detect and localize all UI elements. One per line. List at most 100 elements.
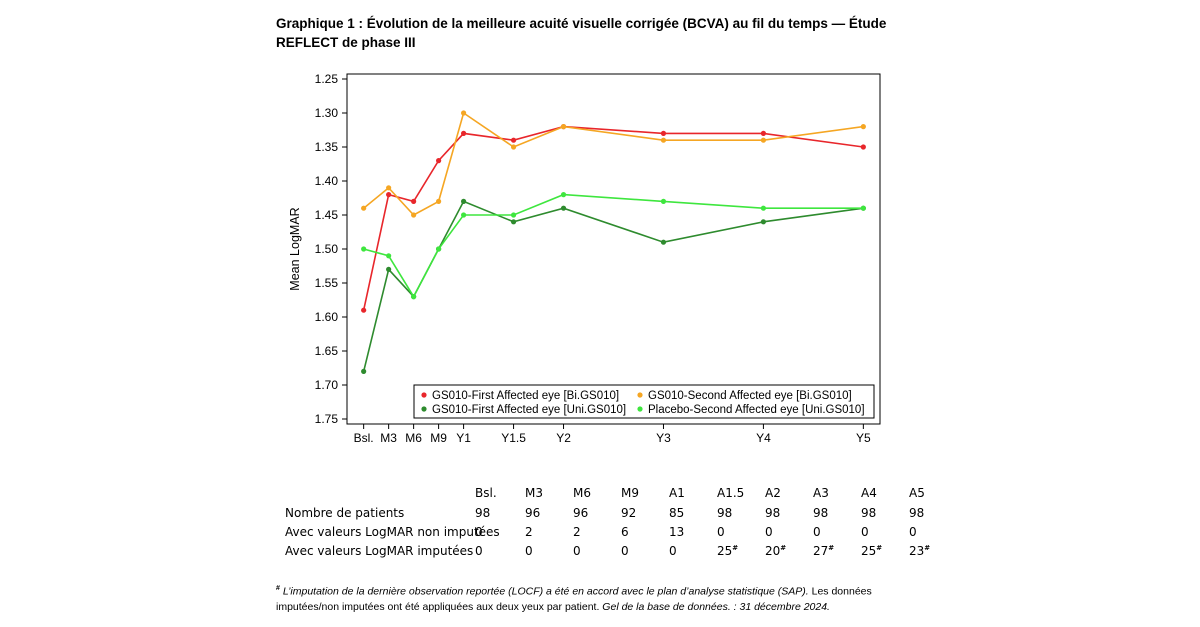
table-cell: 2 bbox=[525, 525, 533, 539]
column-header: A2 bbox=[765, 486, 781, 500]
table-cell: 96 bbox=[573, 506, 589, 520]
column-header: M9 bbox=[621, 486, 639, 500]
table-cell: 98 bbox=[861, 506, 877, 520]
table-cell: 0 bbox=[669, 544, 677, 558]
x-tick-label: M9 bbox=[430, 431, 447, 445]
data-point bbox=[436, 246, 442, 252]
column-header: A1 bbox=[669, 486, 685, 500]
legend-label: GS010-First Affected eye [Bi.GS010] bbox=[432, 390, 619, 402]
data-point bbox=[361, 205, 367, 211]
table-cell: 27# bbox=[813, 544, 835, 558]
data-point bbox=[386, 266, 392, 272]
y-tick-label: 1.60 bbox=[315, 310, 339, 324]
series-line-2 bbox=[363, 111, 864, 217]
data-point bbox=[760, 130, 767, 136]
table-cell: 98 bbox=[475, 506, 491, 520]
table-cell: 0 bbox=[813, 525, 821, 539]
data-point bbox=[510, 144, 517, 150]
y-tick-label: 1.70 bbox=[315, 378, 339, 392]
data-point bbox=[560, 205, 567, 211]
table-cell: 0 bbox=[475, 525, 483, 539]
footnote-text-italic-1: L’imputation de la dernière observation … bbox=[279, 585, 809, 598]
legend-marker bbox=[637, 392, 643, 398]
legend-marker bbox=[637, 406, 643, 412]
column-header: Bsl. bbox=[475, 486, 497, 500]
column-header: A3 bbox=[813, 486, 829, 500]
data-point bbox=[411, 198, 417, 204]
table-cell: 0 bbox=[621, 544, 629, 558]
y-tick-label: 1.25 bbox=[315, 72, 339, 86]
data-point bbox=[760, 137, 767, 143]
column-header: M3 bbox=[525, 486, 543, 500]
data-point bbox=[510, 219, 517, 225]
x-tick-label: Y2 bbox=[556, 431, 571, 445]
series-line-1 bbox=[362, 125, 864, 311]
table-cell: 98 bbox=[909, 506, 925, 520]
data-point bbox=[660, 198, 667, 204]
table-cell: 0 bbox=[909, 525, 917, 539]
legend-marker bbox=[421, 392, 427, 398]
data-point bbox=[361, 246, 367, 252]
y-tick-label: 1.40 bbox=[315, 174, 339, 188]
data-point bbox=[460, 130, 467, 136]
x-tick-label: Y1.5 bbox=[501, 431, 526, 445]
table-cell: 0 bbox=[861, 525, 869, 539]
data-point bbox=[386, 253, 392, 259]
data-point bbox=[411, 212, 417, 218]
data-point bbox=[411, 294, 417, 300]
data-point bbox=[460, 110, 467, 116]
data-point bbox=[361, 368, 367, 374]
footnote-mark: # bbox=[276, 585, 280, 592]
y-axis-label: Mean LogMAR bbox=[288, 207, 302, 290]
legend-label: GS010-Second Affected eye [Bi.GS010] bbox=[648, 390, 852, 402]
series-line-4 bbox=[363, 193, 864, 299]
y-tick-label: 1.50 bbox=[315, 242, 339, 256]
legend-marker bbox=[421, 406, 427, 412]
column-header: A1.5 bbox=[717, 486, 745, 500]
x-tick-label: M3 bbox=[380, 431, 397, 445]
data-point bbox=[860, 124, 866, 130]
data-point bbox=[436, 158, 442, 164]
x-tick-label: M6 bbox=[405, 431, 422, 445]
data-point bbox=[760, 205, 767, 211]
y-tick-label: 1.65 bbox=[315, 344, 339, 358]
table-cell: 23# bbox=[909, 544, 931, 558]
x-tick-label: Y4 bbox=[756, 431, 771, 445]
x-tick-label: Bsl. bbox=[354, 431, 374, 445]
x-tick-label: Y5 bbox=[856, 431, 871, 445]
footnote-mark: # bbox=[924, 544, 931, 552]
table-cell: 2 bbox=[573, 525, 581, 539]
table-cell: 0 bbox=[765, 525, 773, 539]
table-cell: 25# bbox=[717, 544, 739, 558]
footnote-mark: # bbox=[780, 544, 787, 552]
y-tick-label: 1.55 bbox=[315, 276, 339, 290]
table-cell: 20# bbox=[765, 544, 787, 558]
data-point bbox=[460, 198, 467, 204]
table-cell: 0 bbox=[475, 544, 483, 558]
y-tick-label: 1.75 bbox=[315, 412, 339, 426]
y-tick-label: 1.30 bbox=[315, 106, 339, 120]
data-point bbox=[436, 198, 442, 204]
data-point bbox=[860, 205, 866, 211]
data-point bbox=[361, 307, 367, 313]
data-point bbox=[860, 144, 866, 150]
chart-title: Graphique 1 : Évolution de la meilleure … bbox=[276, 16, 887, 50]
data-point bbox=[460, 212, 467, 218]
data-point bbox=[386, 185, 392, 191]
footnote-text-italic-2: Gel de la base de données. : 31 décembre… bbox=[599, 600, 830, 613]
table-cell: 0 bbox=[717, 525, 725, 539]
table-cell: 92 bbox=[621, 506, 637, 520]
data-point bbox=[386, 192, 392, 198]
data-point bbox=[660, 137, 667, 143]
legend-label: GS010-First Affected eye [Uni.GS010] bbox=[432, 404, 626, 416]
footnote-mark: # bbox=[828, 544, 835, 552]
row-label: Avec valeurs LogMAR imputées bbox=[285, 544, 474, 558]
table-cell: 0 bbox=[525, 544, 533, 558]
footnote-mark: # bbox=[732, 544, 739, 552]
legend-label: Placebo-Second Affected eye [Uni.GS010] bbox=[648, 404, 865, 416]
data-point bbox=[760, 219, 767, 225]
column-header: A5 bbox=[909, 486, 925, 500]
table-cell: 85 bbox=[669, 506, 685, 520]
table-cell: 0 bbox=[573, 544, 581, 558]
table-cell: 98 bbox=[717, 506, 733, 520]
